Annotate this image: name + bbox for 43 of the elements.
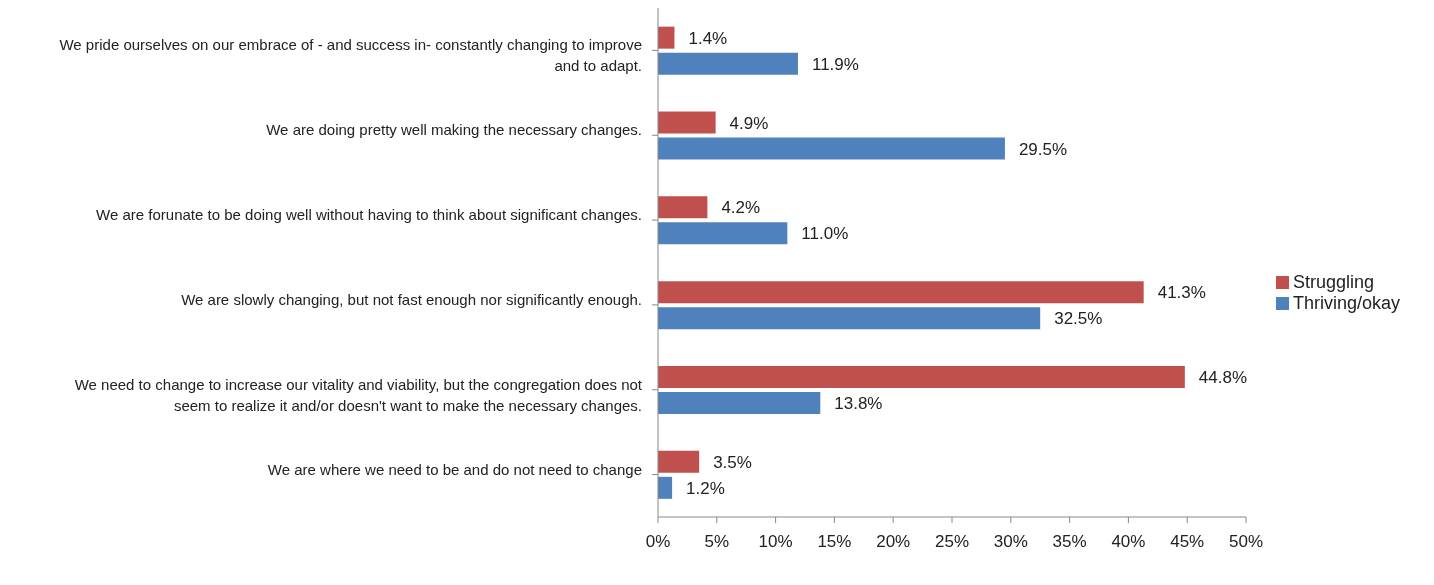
x-tick-label: 35% [1052, 532, 1087, 552]
x-tick-label: 20% [876, 532, 911, 552]
data-label: 1.2% [686, 478, 725, 498]
data-label: 32.5% [1054, 309, 1103, 329]
x-tick-label: 45% [1170, 532, 1205, 552]
y-tick-label: We are doing pretty well making the necessary changes. [266, 121, 642, 139]
x-tick-label: 5% [704, 532, 730, 552]
bar [658, 366, 1185, 388]
y-tick-label: We pride ourselves on our embrace of - and success in- constantly changing to improve and to adapt. [59, 36, 642, 75]
legend-label: Thriving/okay [1293, 292, 1401, 313]
bar [658, 137, 1005, 160]
bar [658, 196, 708, 219]
data-label: 44.8% [1198, 368, 1248, 388]
bar [658, 450, 700, 473]
data-label: 13.8% [834, 394, 883, 414]
x-tick-label: 15% [817, 532, 852, 552]
y-tick-label: We are forunate to be doing well without having to think about significant changes. [96, 206, 642, 224]
bar [658, 392, 821, 414]
x-tick-label: 0% [645, 532, 671, 552]
x-tick-label: 50% [1228, 532, 1264, 552]
x-tick-label: 30% [993, 532, 1028, 552]
bar [658, 222, 788, 245]
x-tick-label: 40% [1111, 532, 1146, 552]
data-label: 11.9% [811, 54, 859, 74]
x-tick-label: 25% [934, 532, 970, 552]
y-tick-label: We need to change to increase our vitality and viability, but the congregation does not seem to realize it and/or doesn't want to make the necessary changes. [74, 375, 643, 414]
y-tick-label: We are slowly changing, but not fast enough nor significantly enough. [181, 290, 642, 308]
legend-label: Struggling [1293, 271, 1375, 292]
x-tick-label: 10% [758, 532, 793, 552]
bar [658, 476, 673, 499]
data-label: 1.4% [688, 28, 728, 48]
bar [658, 307, 1041, 330]
data-label: 4.9% [729, 113, 769, 133]
bar [658, 52, 798, 75]
data-label: 4.2% [721, 198, 761, 218]
y-tick-label: We are where we need to be and do not need to change [267, 460, 642, 478]
data-label: 11.0% [801, 224, 849, 244]
data-label: 3.5% [713, 452, 752, 472]
data-label: 29.5% [1018, 139, 1068, 159]
bar [658, 26, 675, 49]
bar [658, 281, 1144, 304]
bar [658, 111, 716, 134]
data-label: 41.3% [1157, 283, 1206, 303]
